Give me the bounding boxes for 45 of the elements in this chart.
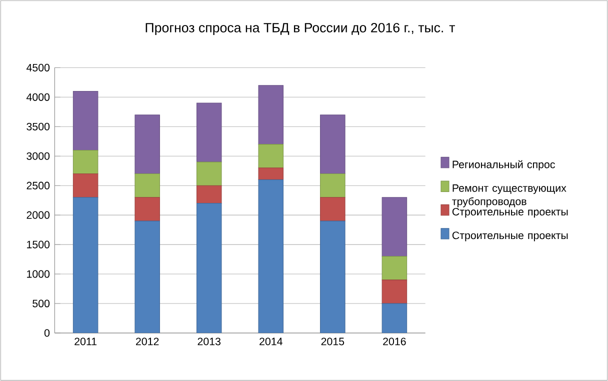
- bar: [72, 197, 98, 333]
- bar: [382, 303, 408, 333]
- y-tick-label: 4500: [26, 64, 50, 72]
- y-tick-label: 0: [44, 329, 50, 337]
- bar: [196, 162, 222, 186]
- y-tick-label: 2000: [26, 211, 50, 219]
- x-tick-label: 2015: [321, 338, 344, 346]
- bar: [72, 150, 98, 174]
- x-tick-label: 2014: [260, 338, 282, 346]
- bar: [320, 197, 346, 222]
- chart-title: Прогноз спроса на ТБД в России до 2016 г., тыс. т: [146, 22, 455, 36]
- x-tick-label: 2011: [74, 338, 97, 346]
- bar: [134, 174, 160, 198]
- bar: [134, 114, 160, 174]
- bar: [196, 203, 222, 333]
- bar: [258, 168, 284, 180]
- y-tick-label: 500: [32, 300, 50, 308]
- y-tick-label: 4000: [26, 93, 50, 101]
- bar: [382, 280, 408, 304]
- y-tick-label: 2500: [26, 182, 50, 190]
- bar: [258, 144, 284, 168]
- y-tick-label: 1000: [27, 270, 50, 278]
- bar: [134, 220, 160, 333]
- legend-label: Ремонт существующих трубопроводов: [452, 184, 566, 208]
- bar: [320, 220, 346, 333]
- bar: [72, 174, 98, 198]
- bar: [72, 90, 98, 150]
- y-tick-label: 3500: [26, 122, 50, 130]
- x-tick-label: 2012: [136, 338, 159, 346]
- x-tick-label: 2013: [198, 338, 220, 346]
- bar: [196, 102, 222, 162]
- bar: [320, 114, 346, 174]
- bar: [258, 179, 284, 333]
- y-tick-label: 3000: [26, 152, 50, 160]
- bar: [382, 197, 408, 257]
- bar: [258, 85, 284, 145]
- legend-label: Строительные проекты: [452, 208, 568, 218]
- bar: [382, 256, 408, 280]
- x-tick-label: 2016: [383, 338, 406, 346]
- y-tick-label: 1500: [27, 240, 50, 248]
- legend-label: Региональный спрос: [452, 160, 555, 170]
- legend-label: Строительные проекты: [452, 232, 568, 242]
- bar: [320, 174, 346, 198]
- bar: [196, 185, 222, 204]
- bar: [134, 197, 160, 222]
